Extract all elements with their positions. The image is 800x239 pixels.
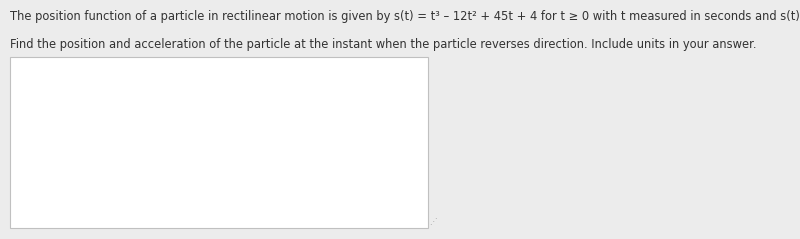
Bar (10, 57, 428, 228)
Text: Find the position and acceleration of the particle at the instant when the parti: Find the position and acceleration of th… (10, 38, 756, 51)
Text: ⋰: ⋰ (430, 217, 438, 226)
Text: The position function of a particle in rectilinear motion is given by s(t) = t³ : The position function of a particle in r… (10, 10, 800, 22)
